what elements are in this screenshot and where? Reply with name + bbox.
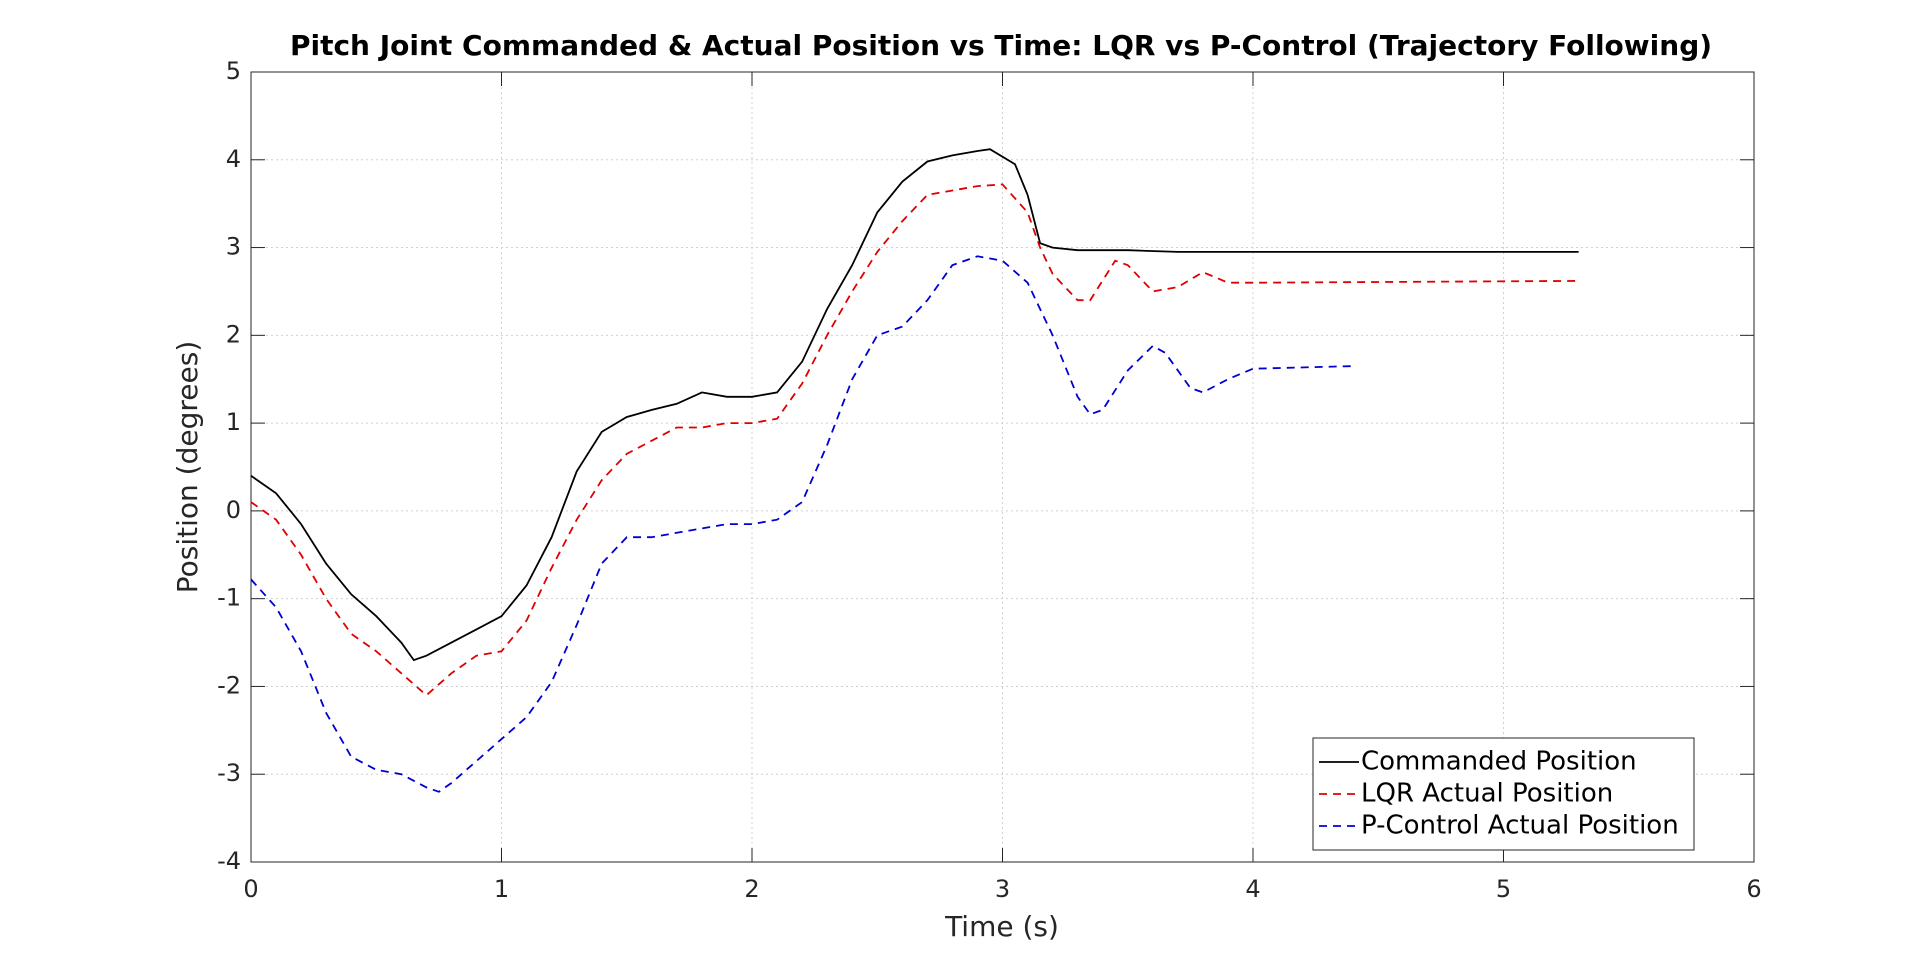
legend-label: LQR Actual Position — [1361, 779, 1613, 809]
chart-title: Pitch Joint Commanded & Actual Position … — [290, 29, 1712, 62]
y-tick-label: -4 — [217, 847, 241, 875]
x-tick-label: 1 — [494, 875, 509, 903]
x-tick-label: 0 — [243, 875, 258, 903]
legend-box — [1312, 737, 1695, 851]
y-tick-label: 3 — [226, 233, 241, 261]
x-tick-label: 2 — [744, 875, 759, 903]
y-tick-label: 0 — [226, 496, 241, 524]
x-tick-label: 4 — [1245, 875, 1260, 903]
x-tick-label: 3 — [995, 875, 1010, 903]
y-tick-label: 2 — [226, 320, 241, 348]
series-line — [250, 148, 1579, 662]
series-line — [250, 183, 1579, 697]
x-tick-label: 6 — [1746, 875, 1761, 903]
x-axis-label: Time (s) — [944, 910, 1059, 943]
y-tick-label: 1 — [226, 408, 241, 436]
x-tick-label: 5 — [1496, 875, 1511, 903]
y-tick-label: 4 — [226, 145, 241, 173]
y-tick-label: 5 — [226, 57, 241, 85]
y-axis-label: Position (degrees) — [171, 341, 204, 593]
y-tick-label: -3 — [217, 759, 241, 787]
plot-frame — [250, 71, 1755, 863]
y-tick-label: -1 — [217, 584, 241, 612]
y-tick-label: -2 — [217, 671, 241, 699]
legend-label: Commanded Position — [1361, 747, 1637, 777]
legend-label: P-Control Actual Position — [1361, 811, 1679, 841]
series-line — [250, 255, 1354, 793]
